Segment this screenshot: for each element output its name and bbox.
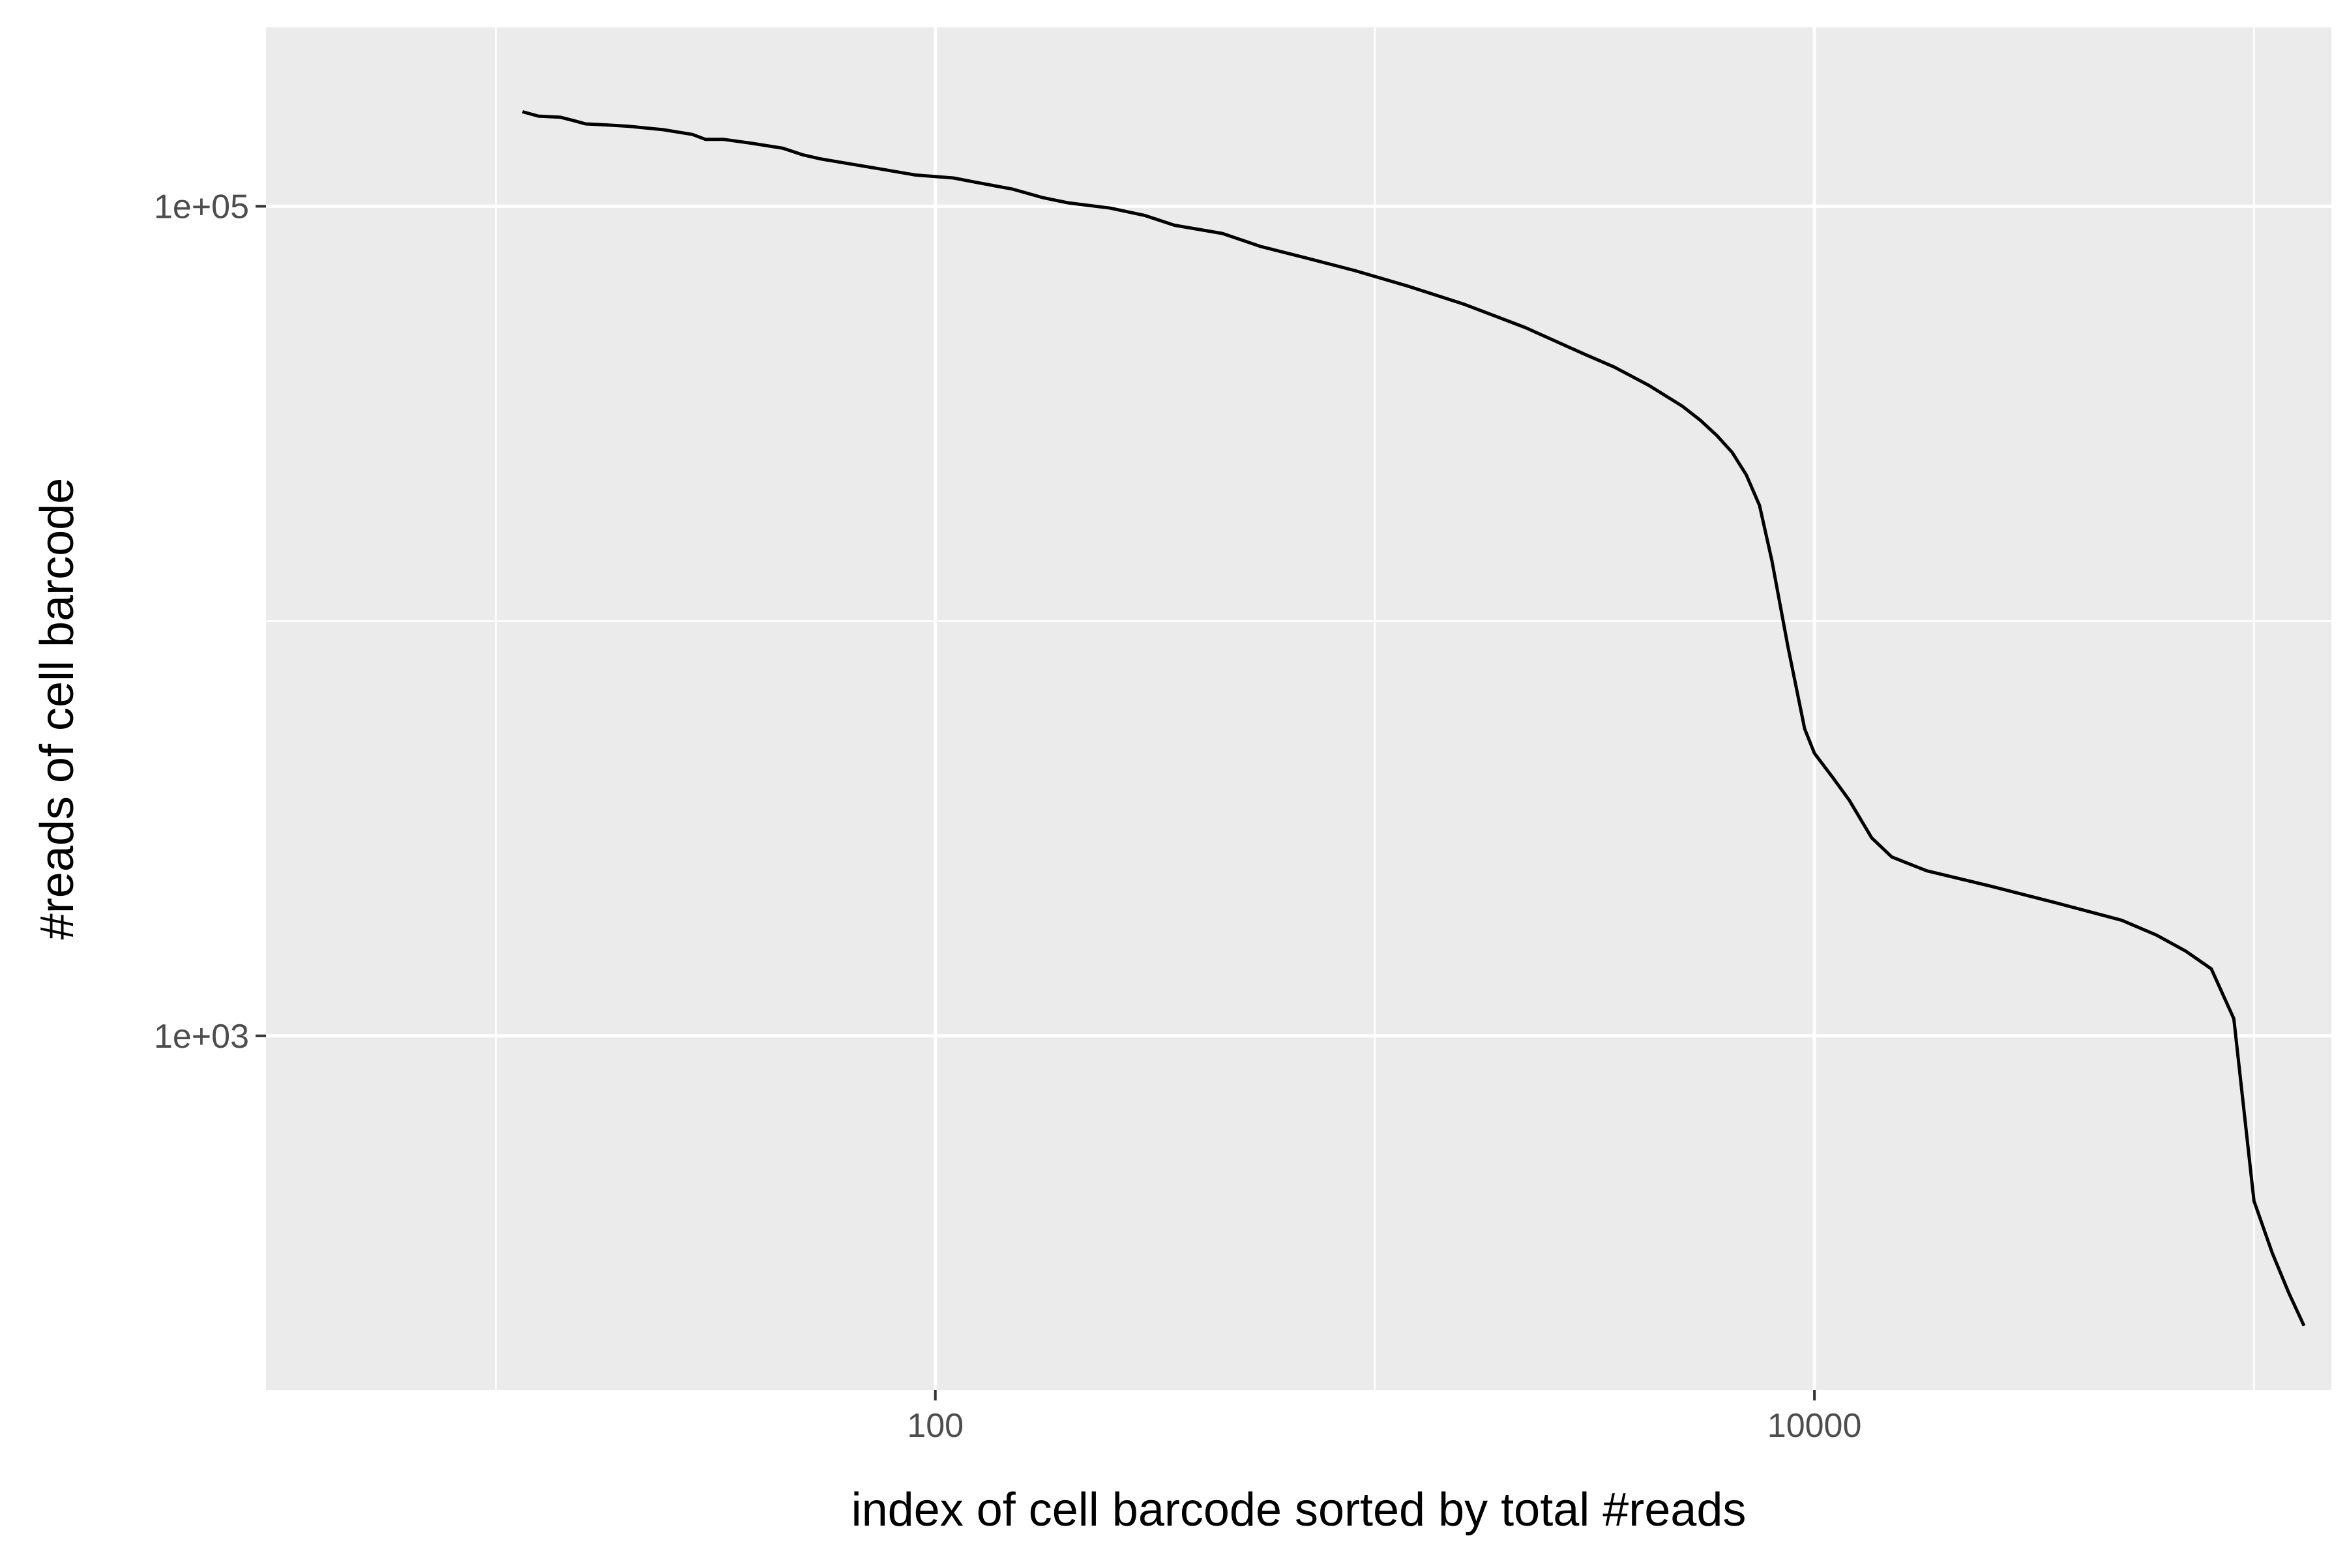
x-tick-label: 10000 xyxy=(1767,1407,1862,1445)
x-axis-title: index of cell barcode sorted by total #r… xyxy=(851,1484,1747,1536)
y-axis-title: #reads of cell barcode xyxy=(31,478,83,939)
plot-panel xyxy=(266,27,2331,1390)
x-tick-label: 100 xyxy=(907,1407,964,1445)
y-axis: 1e+03 1e+05 xyxy=(154,188,266,1056)
y-tick-label: 1e+05 xyxy=(154,188,249,226)
major-gridlines xyxy=(266,27,2331,1390)
x-axis: 100 10000 xyxy=(907,1390,1861,1445)
series-line xyxy=(522,110,2306,1327)
y-tick-label: 1e+03 xyxy=(154,1018,249,1056)
minor-gridlines xyxy=(266,27,2331,1390)
